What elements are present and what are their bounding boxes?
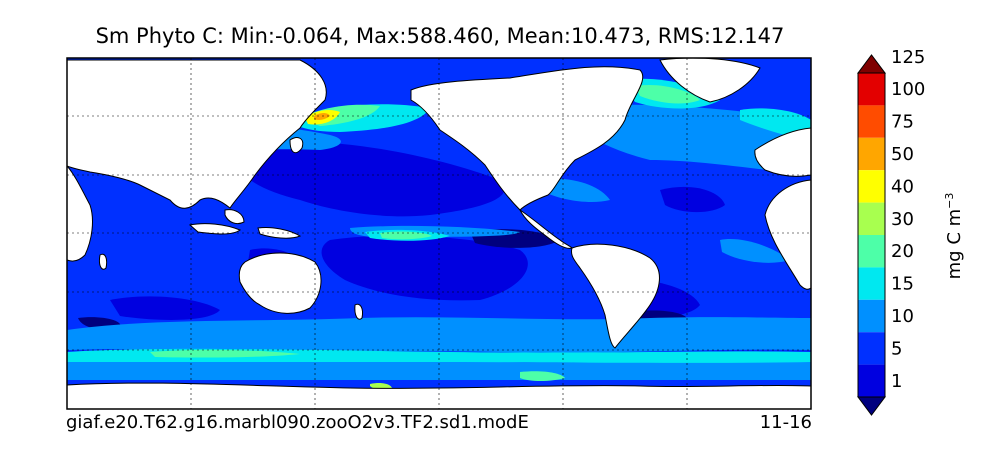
colorbar-segment [858, 73, 885, 106]
australia [238, 252, 322, 314]
colorbar-segment [858, 364, 885, 397]
colorbar-tick-label: 5 [891, 338, 902, 359]
europe [754, 127, 811, 177]
north-america [410, 66, 644, 211]
colorbar-tick-label: 30 [891, 209, 914, 230]
colorbar-tick-label: 75 [891, 112, 914, 133]
south-america [571, 243, 660, 349]
japan [289, 137, 304, 154]
colorbar-segment [858, 105, 885, 138]
colorbar-tick-label: 15 [891, 274, 914, 295]
run-identifier: giaf.e20.T62.g16.marbl090.zooO2v3.TF2.sd… [66, 412, 529, 433]
colorbar-tick-label: 40 [891, 176, 914, 197]
colorbar-extend-max [857, 54, 886, 74]
new-zealand [354, 303, 363, 320]
unit-base: mg C m [944, 208, 965, 280]
map-frame [66, 57, 812, 410]
colorbar-segments [857, 54, 886, 416]
colorbar-segment [858, 137, 885, 171]
madagascar [99, 253, 108, 270]
colorbar-segment [858, 170, 885, 203]
colorbar-extend-min [857, 396, 886, 416]
colorbar-tick-label: 125 [891, 47, 925, 68]
colorbar-frame [857, 72, 886, 398]
colorbar-tick-label: 20 [891, 241, 914, 262]
colorbar-tick-label: 50 [891, 144, 914, 165]
date-range: 11-16 [759, 412, 812, 433]
colorbar-tick-label: 100 [891, 79, 925, 100]
antarctica [67, 382, 811, 409]
africa [764, 179, 811, 290]
colorbar-segment [858, 267, 885, 300]
unit-exponent: −3 [943, 192, 956, 209]
very-high-concentration-regions [150, 84, 700, 381]
chart-title: Sm Phyto C: Min:-0.064, Max:588.460, Mea… [95, 24, 785, 48]
colorbar-segment [858, 299, 885, 333]
asia [67, 59, 327, 209]
colorbar-tick-label: 1 [891, 371, 902, 392]
borneo [224, 209, 245, 225]
colorbar-unit-label: mg C m−3 [943, 193, 965, 280]
colorbar-segment [858, 332, 885, 365]
africa-east [67, 165, 93, 262]
colorbar-segment [858, 235, 885, 268]
graticule [67, 58, 811, 409]
colorbar-tick-label: 10 [891, 306, 914, 327]
land-masses [67, 58, 811, 409]
colorbar-segment [858, 202, 885, 235]
